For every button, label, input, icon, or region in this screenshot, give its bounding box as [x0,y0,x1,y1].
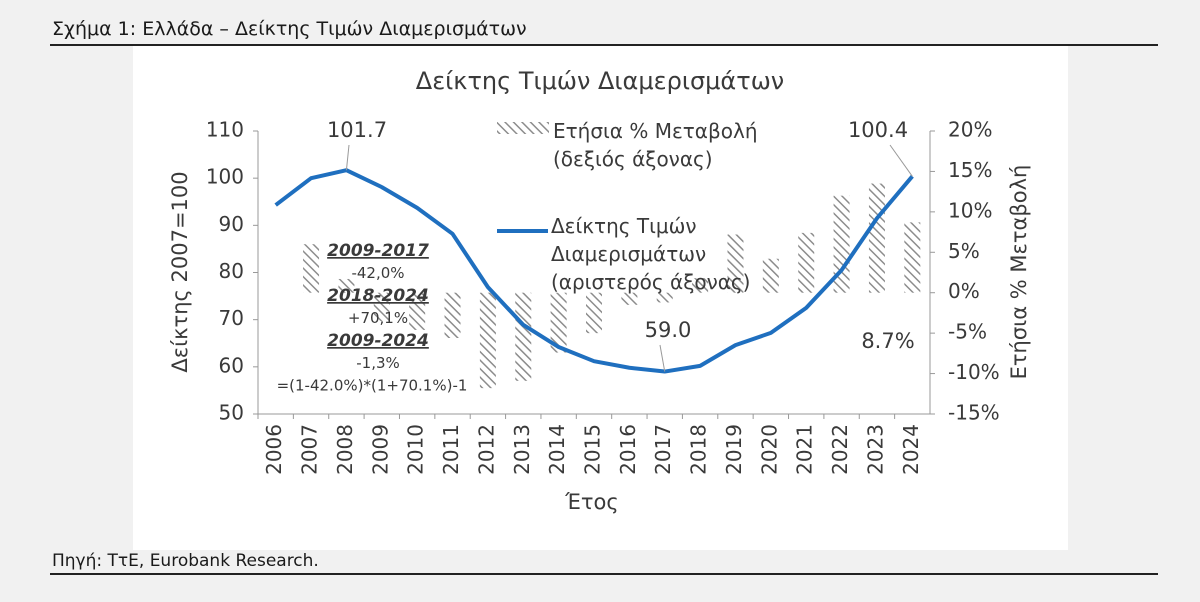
line [274,168,914,374]
y-tick-label: 70 [219,306,244,330]
x-tick-label: 2007 [298,424,322,475]
bar [621,292,638,305]
bar [833,195,850,293]
x-tick-label: 2015 [581,424,605,475]
chart-title: Δείκτης Τιμών Διαμερισμάτων [416,67,784,95]
bar [444,292,461,338]
header-rule [50,44,1158,46]
data-label: 59.0 [645,318,692,342]
bar [338,278,355,293]
x-tick-label: 2018 [687,424,711,475]
y-axis-title: Δείκτης 2007=100 [168,171,192,372]
annotation: +70,1% [348,309,408,327]
x-tick-label: 2010 [404,424,428,475]
data-label: 100.4 [848,118,908,142]
y-tick-label: 100 [206,165,244,189]
y2-tick-label: 20% [948,118,992,142]
x-tick-label: 2020 [757,424,781,475]
bar [904,222,921,293]
bar [692,278,709,293]
figure-header: Σχήμα 1: Ελλάδα – Δείκτης Τιμών Διαμερισ… [52,18,527,40]
legend-entry: Δείκτης Τιμών Διαμερισμάτων (αριστερός ά… [551,214,751,294]
annotation: -1,3% [356,354,400,372]
legend-entry: Ετήσια % Μεταβολή (δεξιός άξονας) [553,119,758,171]
leader-line [889,144,913,177]
data-label: 8.7% [861,329,914,353]
y2-tick-label: 10% [948,198,992,222]
x-tick-label: 2022 [828,424,852,475]
y-tick-label: 110 [206,118,244,142]
x-tick-label: 2019 [722,424,746,475]
annotation: -42,0% [351,264,404,282]
x-tick-label: 2017 [651,424,675,475]
leader-line [659,344,666,372]
annotation: =(1-42.0%)*(1+70.1%)-1 [277,377,468,395]
data-label: 101.7 [327,118,387,142]
bar [409,292,426,330]
bar [798,232,815,293]
bar [479,292,496,389]
leader-line [345,144,350,171]
x-tick-label: 2024 [899,424,923,475]
y2-tick-label: 15% [948,158,992,182]
y-tick-label: 50 [219,401,244,425]
x-tick-label: 2006 [262,424,286,475]
annotation: 2009-2017 [327,241,429,261]
x-tick-label: 2011 [439,424,463,475]
x-tick-label: 2008 [333,424,357,475]
y2-tick-label: -15% [948,401,1000,425]
y-tick-label: 60 [219,353,244,377]
y2-tick-label: 0% [948,279,980,303]
x-tick-label: 2009 [368,424,392,475]
annotation: 2009-2024 [327,331,429,351]
x-tick-label: 2021 [793,424,817,475]
legend-swatch [497,122,549,134]
y-tick-label: 90 [219,212,244,236]
x-tick-label: 2012 [474,424,498,475]
x-tick-label: 2014 [545,424,569,475]
y2-tick-label: 5% [948,239,980,263]
bar [586,292,602,334]
x-tick-label: 2013 [510,424,534,475]
x-tick-label: 2023 [863,424,887,475]
y2-axis-title: Ετήσια % Μεταβολή [1007,165,1031,380]
footer-rule [50,573,1158,575]
y2-tick-label: -10% [948,360,1000,384]
annotation: 2018-2024 [327,286,429,306]
bar [656,292,673,303]
bar [762,258,779,293]
bar [868,183,885,293]
y-tick-label: 80 [219,259,244,283]
bar [727,234,744,293]
x-tick-label: 2016 [616,424,640,475]
x-axis-title: Έτος [564,490,618,514]
bar [303,244,320,293]
source-note: Πηγή: ΤτΕ, Eurobank Research. [52,551,319,571]
bar [515,292,532,381]
y2-tick-label: -5% [948,320,987,344]
bar [373,292,390,322]
bar [550,292,567,353]
